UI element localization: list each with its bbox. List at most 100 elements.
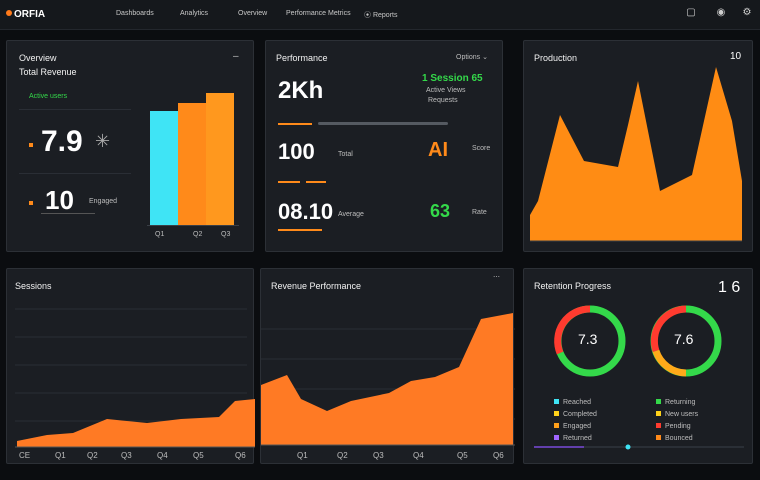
area-series (261, 313, 513, 445)
legend-item: Bounced (656, 427, 698, 442)
revenue-area-chart (261, 313, 515, 446)
bar-label: Q3 (221, 231, 231, 238)
panel-title: Retention Progress (534, 281, 612, 291)
nav-item-dashboards[interactable]: Dashboards (116, 10, 154, 17)
legend-label: Engaged (563, 423, 592, 430)
logo-mark-icon (6, 10, 12, 16)
search-icon[interactable]: ▢ (686, 7, 696, 18)
app-logo[interactable]: ORFIA (6, 9, 45, 20)
progress-orange (278, 123, 312, 125)
row2-orange: AI (428, 139, 448, 161)
row2-unit: Total (338, 151, 353, 158)
area-chart (530, 67, 742, 242)
panel-menu[interactable]: Options ⌄ (456, 54, 488, 61)
legend-swatch-icon (656, 399, 661, 404)
sparkle-icon: ✳ (95, 131, 111, 151)
panel-title: Overview (19, 53, 57, 63)
bar-cyan (150, 111, 178, 225)
panel-menu-icon[interactable]: – (233, 51, 239, 62)
legend-label: Returned (563, 435, 592, 442)
row3-green: 63 (430, 201, 451, 221)
revenue-performance-panel: Revenue Performance ⋯ Q1 Q2 Q3 Q4 Q5 Q6 (260, 268, 515, 464)
legend-label: Bounced (665, 435, 693, 442)
panel-title: Sessions (15, 281, 52, 291)
panel-badge: 10 (730, 51, 742, 62)
notification-icon[interactable]: ◉ (716, 7, 726, 18)
legend-swatch-icon (656, 435, 661, 440)
sessions-panel: Sessions CE Q1 Q2 Q3 Q4 Q5 Q6 (6, 268, 255, 464)
slider-dot[interactable] (625, 444, 631, 450)
bar-orange-2 (206, 93, 234, 225)
metric-primary: 7.9 (41, 125, 83, 158)
area-series (530, 67, 742, 241)
x-label: Q3 (373, 451, 384, 460)
legend-item: Engaged (554, 415, 597, 430)
panel-subtitle: Total Revenue (19, 67, 77, 77)
legend-label: New users (665, 411, 699, 418)
gauge2-arc-red (650, 305, 687, 353)
axis-line (147, 225, 239, 226)
active-users-label: Active users (29, 93, 68, 100)
legend-swatch-icon (554, 399, 559, 404)
progress-track (318, 122, 448, 125)
performance-panel: Performance Options ⌄ 2Kh 1 Session 65 A… (265, 40, 503, 252)
panel-menu-icon[interactable]: ⋯ (493, 274, 500, 281)
panel-menu-label: Options (456, 54, 481, 61)
row3-value: 08.10 (278, 199, 334, 224)
settings-icon[interactable]: ⚙ (742, 7, 752, 18)
underline (41, 213, 95, 214)
legend-item: Reached (554, 391, 597, 406)
metric-bullet-icon (29, 201, 33, 205)
orange-tick (306, 181, 326, 183)
retention-panel: Retention Progress 1 6 7.3 7.6 Reached C… (523, 268, 753, 464)
area-series (17, 399, 255, 447)
legend-left: Reached Completed Engaged Returned (554, 391, 597, 442)
x-label: Q4 (413, 451, 424, 460)
x-label: CE (19, 451, 31, 460)
production-panel: Production 10 (523, 40, 753, 252)
bar-label: Q2 (193, 231, 203, 238)
x-label: Q1 (55, 451, 66, 460)
legend-item: Pending (656, 415, 698, 430)
panel-title: Production (534, 53, 578, 63)
legend-item: Returned (554, 427, 597, 442)
orange-tick (278, 181, 300, 183)
nav-item-overview[interactable]: Overview (238, 10, 268, 17)
legend-swatch-icon (656, 411, 661, 416)
divider (19, 109, 131, 110)
row1-sub2: Requests (428, 97, 458, 104)
legend-swatch-icon (656, 423, 661, 428)
row1-green: 1 Session 65 (422, 73, 483, 84)
x-label: Q6 (493, 451, 504, 460)
x-label: Q6 (235, 451, 246, 460)
legend-item: New users (656, 403, 699, 418)
nav-item-reports-label: Reports (372, 12, 398, 19)
x-label: Q2 (337, 451, 348, 460)
logo-text: ORFIA (14, 9, 46, 20)
gauges (534, 305, 744, 450)
row2-note: Score (472, 145, 491, 152)
row3-unit: Average (338, 211, 364, 218)
nav-item-analytics[interactable]: Analytics (180, 10, 209, 17)
nav-item-performance[interactable]: Performance Metrics (286, 10, 351, 17)
x-label: Q3 (121, 451, 132, 460)
row2-value: 100 (278, 139, 315, 164)
legend-swatch-icon (554, 423, 559, 428)
legend-label: Reached (563, 399, 592, 406)
progress-orange (278, 229, 322, 231)
bar-orange-1 (178, 103, 206, 225)
metric-secondary: 10 (45, 185, 74, 215)
overview-panel: Overview Total Revenue – Active users 7.… (6, 40, 254, 252)
x-label: Q5 (457, 451, 468, 460)
x-label: Q5 (193, 451, 204, 460)
nav-item-reports[interactable]: ⦿ Reports (364, 12, 398, 19)
legend-label: Pending (665, 423, 691, 430)
row1-sub: Active Views (426, 87, 466, 94)
legend-right: Returning New users Pending Bounced (656, 391, 699, 442)
x-label: Q2 (87, 451, 98, 460)
row1-value: 2Kh (278, 77, 324, 104)
panel-title: Revenue Performance (271, 281, 362, 291)
bar-label: Q1 (155, 231, 165, 238)
sessions-area-chart (15, 308, 255, 448)
metric-secondary-note: Engaged (89, 198, 118, 205)
